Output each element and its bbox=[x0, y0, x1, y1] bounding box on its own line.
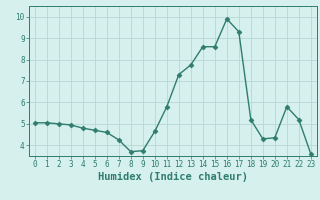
X-axis label: Humidex (Indice chaleur): Humidex (Indice chaleur) bbox=[98, 172, 248, 182]
